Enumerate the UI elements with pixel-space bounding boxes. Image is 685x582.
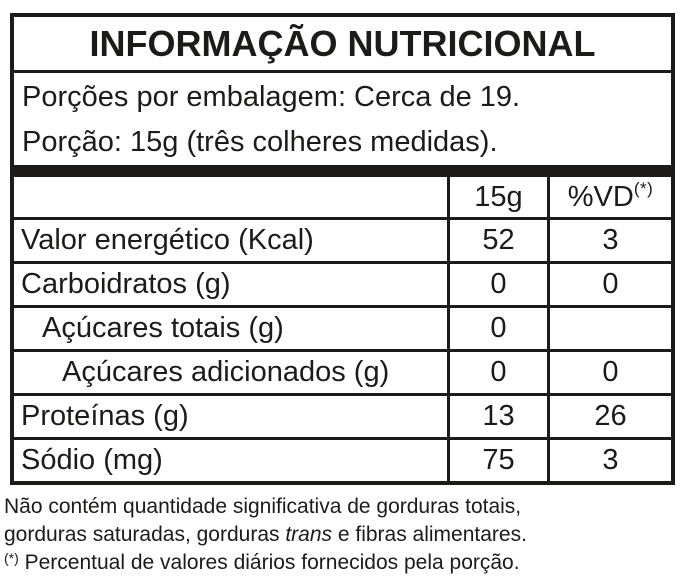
dv-header-text: %VD xyxy=(567,180,634,213)
amount-value: 75 xyxy=(447,440,547,481)
portion-size-line: Porção: 15g (três colheres medidas). xyxy=(22,126,498,158)
footnote-trans-italic: trans xyxy=(285,523,333,546)
footnote-daily-values: (*) Percentual de valores diários fornec… xyxy=(4,549,682,578)
footnote-no-significant-amounts-line2: gorduras saturadas, gorduras trans e fib… xyxy=(4,521,682,549)
section-divider-bar xyxy=(14,165,671,177)
amount-value: 0 xyxy=(447,264,547,305)
footnote-asterisk: (*) xyxy=(4,550,19,566)
dv-value: 0 xyxy=(547,352,671,393)
table-title: INFORMAÇÃO NUTRICIONAL xyxy=(14,17,671,73)
table-row-sodium: Sódio (mg) 75 3 xyxy=(14,437,671,481)
table-row-carbohydrates: Carboidratos (g) 0 0 xyxy=(14,261,671,305)
column-header-row: 15g %VD (*) xyxy=(14,177,671,217)
dv-value: 3 xyxy=(547,220,671,261)
dv-column-header: %VD (*) xyxy=(547,177,671,217)
dv-header-asterisk: (*) xyxy=(633,179,654,198)
nutrition-facts-table: INFORMAÇÃO NUTRICIONAL Porções por embal… xyxy=(10,13,675,485)
dv-value: 26 xyxy=(547,396,671,437)
dv-value: 3 xyxy=(547,440,671,481)
amount-value: 52 xyxy=(447,220,547,261)
nutrient-label: Proteínas (g) xyxy=(21,400,189,432)
dv-value xyxy=(547,308,671,349)
table-row-energy: Valor energético (Kcal) 52 3 xyxy=(14,217,671,261)
serving-info: Porções por embalagem: Cerca de 19. Porç… xyxy=(14,73,671,165)
table-row-added-sugars: Açúcares adicionados (g) 0 0 xyxy=(14,349,671,393)
footnote-line2-post: e fibras alimentares. xyxy=(332,523,527,546)
amount-value: 0 xyxy=(447,308,547,349)
servings-per-package-line: Porções por embalagem: Cerca de 19. xyxy=(22,81,521,113)
footnote-line2-pre: gorduras saturadas, gorduras xyxy=(4,523,286,546)
amount-value: 13 xyxy=(447,396,547,437)
nutrient-label: Carboidratos (g) xyxy=(21,268,231,300)
footnote-no-significant-amounts-line1: Não contém quantidade significativa de g… xyxy=(4,495,522,518)
nutrient-label: Sódio (mg) xyxy=(21,444,163,476)
footnote-daily-values-text: Percentual de valores diários fornecidos… xyxy=(18,551,520,574)
footnotes: Não contém quantidade significativa de g… xyxy=(4,493,682,578)
nutrient-label: Açúcares adicionados (g) xyxy=(62,356,390,388)
dv-value: 0 xyxy=(547,264,671,305)
amount-value: 0 xyxy=(447,352,547,393)
nutrient-column-header-empty xyxy=(14,177,447,217)
amount-column-header: 15g xyxy=(447,177,547,217)
table-row-total-sugars: Açúcares totais (g) 0 xyxy=(14,305,671,349)
nutrient-label: Valor energético (Kcal) xyxy=(21,224,314,256)
nutrient-label: Açúcares totais (g) xyxy=(42,312,284,344)
table-row-proteins: Proteínas (g) 13 26 xyxy=(14,393,671,437)
